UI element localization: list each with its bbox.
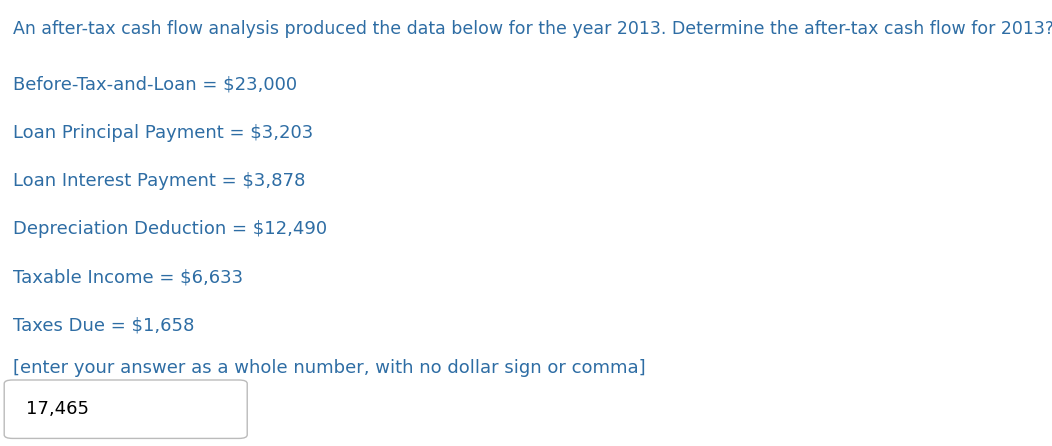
Text: Loan Interest Payment = $3,878: Loan Interest Payment = $3,878 xyxy=(13,172,305,190)
Text: Taxes Due = $1,658: Taxes Due = $1,658 xyxy=(13,317,194,334)
Text: Depreciation Deduction = $12,490: Depreciation Deduction = $12,490 xyxy=(13,220,327,238)
Text: Taxable Income = $6,633: Taxable Income = $6,633 xyxy=(13,268,243,286)
Text: Loan Principal Payment = $3,203: Loan Principal Payment = $3,203 xyxy=(13,124,312,142)
Text: An after-tax cash flow analysis produced the data below for the year 2013. Deter: An after-tax cash flow analysis produced… xyxy=(13,20,1052,38)
Text: 17,465: 17,465 xyxy=(26,400,89,418)
Text: Before-Tax-and-Loan = $23,000: Before-Tax-and-Loan = $23,000 xyxy=(13,76,297,94)
Text: [enter your answer as a whole number, with no dollar sign or comma]: [enter your answer as a whole number, wi… xyxy=(13,359,645,377)
FancyBboxPatch shape xyxy=(4,380,247,438)
